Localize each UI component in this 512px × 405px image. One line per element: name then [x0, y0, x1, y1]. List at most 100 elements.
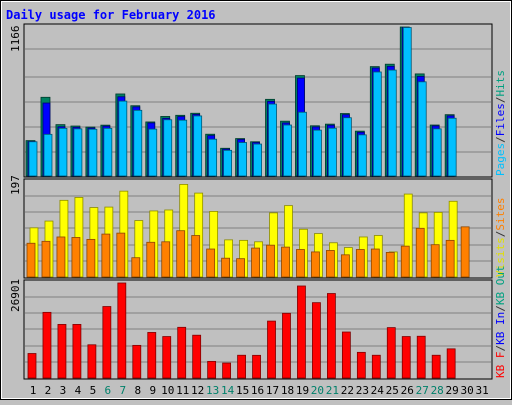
bar-sites-day-30 — [460, 226, 470, 278]
bar-pages-day-27 — [417, 81, 427, 177]
bar-pages-day-13 — [208, 138, 218, 177]
bar-pages-day-29 — [447, 117, 457, 177]
x-tick-label: 12 — [191, 384, 204, 397]
bar-pages-day-7 — [118, 100, 128, 177]
bar-sites-day-29 — [445, 239, 455, 278]
x-tick-label: 30 — [461, 384, 474, 397]
bar-kbf-day-9 — [147, 332, 157, 379]
x-tick-label: 27 — [416, 384, 429, 397]
bar-sites-day-6 — [101, 233, 111, 278]
bar-pages-day-19 — [298, 111, 307, 177]
panel2-max-label: 197 — [9, 175, 22, 195]
legend-entry: Hits — [494, 70, 507, 97]
bar-sites-day-21 — [325, 250, 335, 278]
x-tick-label: 2 — [45, 384, 52, 397]
bar-sites-day-4 — [71, 237, 81, 278]
x-tick-label: 13 — [206, 384, 219, 397]
bar-kbf-day-27 — [416, 335, 426, 379]
bar-sites-day-7 — [116, 232, 126, 278]
legend-entry: / — [494, 97, 507, 104]
x-tick-label: 16 — [251, 384, 264, 397]
bar-sites-day-2 — [41, 240, 51, 278]
legend-entry: KB Out — [494, 265, 507, 305]
x-tick-labels: 1 2 3 4 5 6 7 8 9 10 11 12 13 14 15 16 17 18 19 20 21 22 23 24 2… — [30, 384, 489, 397]
x-tick-label: 15 — [236, 384, 249, 397]
x-tick-label: 21 — [326, 384, 339, 397]
x-tick-label: 1 — [30, 384, 37, 397]
bar-sites-day-1 — [26, 242, 36, 278]
bar-pages-day-23 — [357, 134, 367, 177]
chart-title: Daily usage for February 2016 — [6, 8, 216, 22]
bar-pages-day-18 — [283, 124, 292, 177]
bar-kbf-day-20 — [312, 302, 321, 379]
x-tick-label: 23 — [356, 384, 369, 397]
bar-kbf-day-17 — [267, 320, 276, 379]
x-tick-label: 29 — [446, 384, 459, 397]
x-tick-label: 14 — [221, 384, 235, 397]
bar-pages-day-9 — [148, 128, 158, 177]
bar-marks — [25, 26, 470, 379]
bar-sites-day-10 — [161, 241, 171, 278]
bar-sites-day-20 — [311, 251, 320, 278]
bar-sites-day-8 — [131, 257, 141, 278]
bar-pages-day-14 — [223, 149, 233, 177]
bar-pages-day-6 — [103, 127, 113, 177]
x-tick-label: 17 — [266, 384, 279, 397]
x-tick-label: 6 — [105, 384, 112, 397]
x-tick-label: 19 — [296, 384, 309, 397]
bar-kbf-day-16 — [252, 354, 261, 379]
bar-pages-day-5 — [88, 128, 98, 177]
bar-kbf-day-2 — [42, 311, 52, 379]
bar-kbf-day-26 — [401, 336, 411, 379]
legend-entry: / — [494, 231, 507, 238]
bar-pages-day-25 — [387, 69, 397, 177]
legend-entry: Pages — [494, 143, 507, 176]
bar-kbf-day-7 — [117, 282, 127, 379]
bar-pages-day-1 — [28, 141, 38, 177]
bar-kbf-day-11 — [177, 326, 187, 379]
bar-pages-day-12 — [193, 115, 203, 177]
legend-panel-3: KB F/KB In/KB Out — [494, 265, 507, 378]
bar-pages-day-20 — [313, 129, 322, 177]
x-tick-label: 10 — [161, 384, 174, 397]
legend-entry: Sites — [494, 198, 507, 231]
bar-kbf-day-8 — [132, 344, 142, 379]
bar-kbf-day-10 — [162, 336, 172, 379]
bar-kbf-day-6 — [102, 306, 112, 379]
x-tick-label: 3 — [60, 384, 67, 397]
bar-pages-day-15 — [238, 142, 247, 177]
bar-sites-day-14 — [221, 257, 231, 278]
chart-bevel — [1, 1, 511, 399]
x-tick-label: 4 — [75, 384, 82, 397]
x-tick-label: 26 — [401, 384, 414, 397]
bar-pages-day-8 — [133, 109, 143, 177]
x-tick-label: 7 — [120, 384, 127, 397]
x-tick-label: 20 — [311, 384, 324, 397]
bar-kbf-day-15 — [237, 354, 246, 379]
bar-sites-day-17 — [266, 244, 275, 278]
panel3-max-label: 26901 — [9, 279, 22, 312]
legend-entry: KB F — [494, 352, 507, 379]
bar-pages-day-24 — [372, 71, 382, 177]
bar-kbf-day-28 — [431, 354, 441, 379]
bar-pages-day-17 — [268, 103, 277, 177]
x-tick-label: 22 — [341, 384, 354, 397]
bar-kbf-day-13 — [207, 360, 217, 379]
legend-entry: Visits — [494, 237, 507, 277]
bar-kbf-day-1 — [27, 353, 37, 379]
bar-kbf-day-23 — [356, 351, 366, 379]
legend-panel-2: Visits/Sites — [494, 198, 507, 278]
x-tick-label: 31 — [475, 384, 488, 397]
bar-kbf-day-14 — [222, 362, 232, 379]
x-tick-label: 11 — [176, 384, 189, 397]
bar-pages-day-4 — [73, 128, 83, 177]
panel1-max-label: 1166 — [9, 26, 22, 53]
legend-panel-1: Pages/Files/Hits — [494, 70, 507, 176]
x-tick-label: 9 — [149, 384, 156, 397]
bar-kbf-day-29 — [446, 348, 456, 379]
legend-entry: / — [494, 305, 507, 312]
bar-sites-day-9 — [146, 241, 156, 278]
bar-sites-day-16 — [251, 247, 260, 278]
bar-sites-day-22 — [340, 254, 350, 278]
